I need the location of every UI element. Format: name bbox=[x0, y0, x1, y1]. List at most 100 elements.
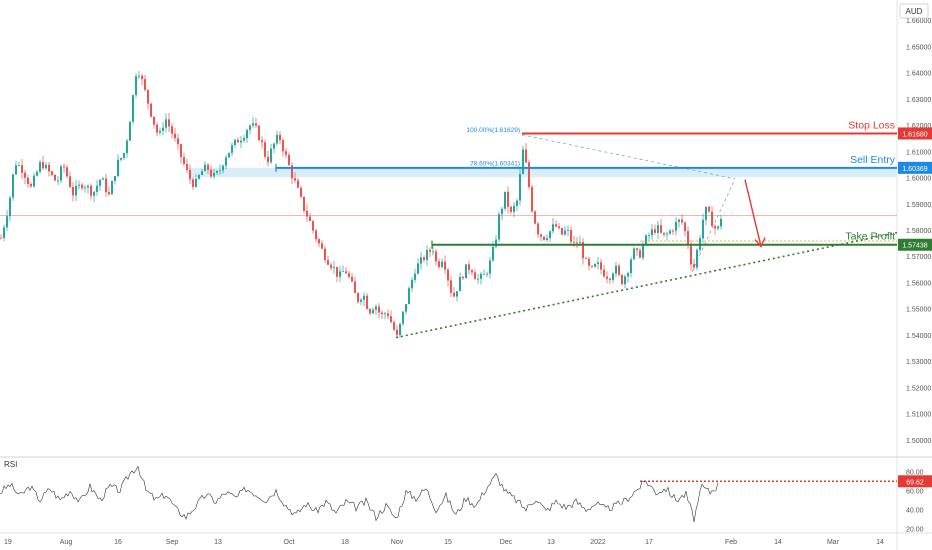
price-tick-label: 1.61000 bbox=[906, 149, 931, 156]
ascending-trendline bbox=[395, 231, 898, 339]
candle-body bbox=[333, 266, 335, 268]
candle-body bbox=[513, 205, 515, 212]
time-tick-label: 15 bbox=[444, 539, 452, 546]
rsi-title: RSI bbox=[4, 460, 17, 469]
price-tick-label: 1.66000 bbox=[906, 18, 931, 25]
candle-body bbox=[588, 258, 590, 266]
candle-body bbox=[285, 151, 287, 155]
candle-body bbox=[81, 184, 83, 189]
candle-body bbox=[117, 159, 119, 177]
candle-body bbox=[300, 187, 302, 197]
candle-body bbox=[198, 175, 200, 179]
price-tick-label: 1.53000 bbox=[906, 359, 931, 366]
price-tick-label: 1.50000 bbox=[906, 438, 931, 445]
candle-body bbox=[525, 149, 527, 163]
candle-body bbox=[423, 257, 425, 261]
fib-100-label: 100.00%(1.61629) bbox=[467, 127, 521, 134]
candle-body bbox=[6, 216, 8, 228]
price-candles bbox=[0, 70, 722, 338]
candle-body bbox=[396, 329, 398, 335]
candle-body bbox=[633, 248, 635, 260]
candle-body bbox=[192, 179, 194, 187]
candle-body bbox=[678, 219, 680, 222]
candle-body bbox=[462, 276, 464, 279]
candle-body bbox=[369, 308, 371, 314]
candle-body bbox=[141, 75, 143, 80]
candle-body bbox=[21, 165, 23, 173]
candle-body bbox=[522, 149, 524, 174]
candle-body bbox=[366, 295, 368, 309]
candle-body bbox=[291, 165, 293, 179]
candle-body bbox=[444, 261, 446, 270]
sell-entry-price-tag-bg bbox=[898, 161, 932, 174]
candle-body bbox=[183, 157, 185, 164]
candle-body bbox=[63, 166, 65, 168]
candle-body bbox=[69, 176, 71, 188]
rsi-level-tag: 69.62 bbox=[906, 479, 924, 486]
sell-entry-price-tag: 1.60369 bbox=[902, 166, 927, 173]
time-tick-label: Oct bbox=[284, 539, 295, 546]
candle-body bbox=[360, 299, 362, 302]
fib-786-label: 78.60%(1.60341) bbox=[470, 161, 520, 168]
price-tick-label: 1.57000 bbox=[906, 254, 931, 261]
candle-body bbox=[675, 221, 677, 231]
candle-body bbox=[51, 171, 53, 175]
candle-body bbox=[150, 103, 152, 117]
rsi-tick-label: 80.00 bbox=[906, 469, 924, 476]
candle-body bbox=[42, 161, 44, 169]
candle-body bbox=[690, 245, 692, 265]
candle-body bbox=[168, 119, 170, 127]
candle-body bbox=[543, 236, 545, 240]
candle-body bbox=[546, 238, 548, 240]
take-profit-price-tag: 1.57438 bbox=[902, 243, 927, 250]
candle-body bbox=[234, 139, 236, 146]
price-tick-label: 1.52000 bbox=[906, 385, 931, 392]
candle-body bbox=[207, 164, 209, 170]
candle-body bbox=[279, 134, 281, 141]
time-tick-label: Aug bbox=[60, 539, 73, 546]
candle-body bbox=[45, 164, 47, 169]
candle-body bbox=[330, 264, 332, 268]
candle-body bbox=[342, 271, 344, 273]
candle-body bbox=[156, 124, 158, 133]
rsi-tick-label: 20.00 bbox=[906, 526, 924, 533]
candle-body bbox=[582, 242, 584, 259]
candle-body bbox=[135, 76, 137, 96]
candle-body bbox=[363, 295, 365, 300]
candle-body bbox=[204, 164, 206, 172]
candle-body bbox=[528, 162, 530, 187]
sell-arrow-head bbox=[754, 237, 766, 248]
time-tick-label: Mar bbox=[827, 539, 840, 546]
currency-label: AUD bbox=[906, 7, 923, 16]
candle-body bbox=[60, 166, 62, 181]
candle-body bbox=[666, 233, 668, 235]
candle-body bbox=[237, 139, 239, 143]
candle-body bbox=[123, 153, 125, 158]
candle-body bbox=[531, 186, 533, 212]
candle-body bbox=[615, 265, 617, 274]
candle-body bbox=[660, 225, 662, 233]
candle-body bbox=[351, 276, 353, 282]
price-tick-label: 1.65000 bbox=[906, 44, 931, 51]
candle-body bbox=[483, 273, 485, 275]
candle-body bbox=[504, 191, 506, 209]
candle-body bbox=[648, 235, 650, 236]
fib-connector-line bbox=[521, 134, 736, 180]
time-tick-label: Nov bbox=[391, 539, 404, 546]
candle-body bbox=[249, 125, 251, 130]
price-tick-label: 1.59000 bbox=[906, 202, 931, 209]
stop-loss-price-tag-bg bbox=[898, 127, 932, 140]
candle-body bbox=[486, 273, 488, 275]
candle-body bbox=[432, 251, 434, 253]
candle-body bbox=[171, 126, 173, 134]
candle-body bbox=[693, 264, 695, 268]
candle-body bbox=[720, 218, 722, 227]
time-axis: 19 Aug 16 Sep 13 Oct 18 Nov 15 Dec 13 2022 17 Feb 14 Ma… bbox=[4, 539, 884, 546]
candle-body bbox=[684, 222, 686, 232]
candle-body bbox=[105, 178, 107, 193]
candle-body bbox=[27, 177, 29, 184]
candle-body bbox=[645, 235, 647, 246]
price-tick-label: 1.55000 bbox=[906, 307, 931, 314]
candle-body bbox=[66, 167, 68, 177]
